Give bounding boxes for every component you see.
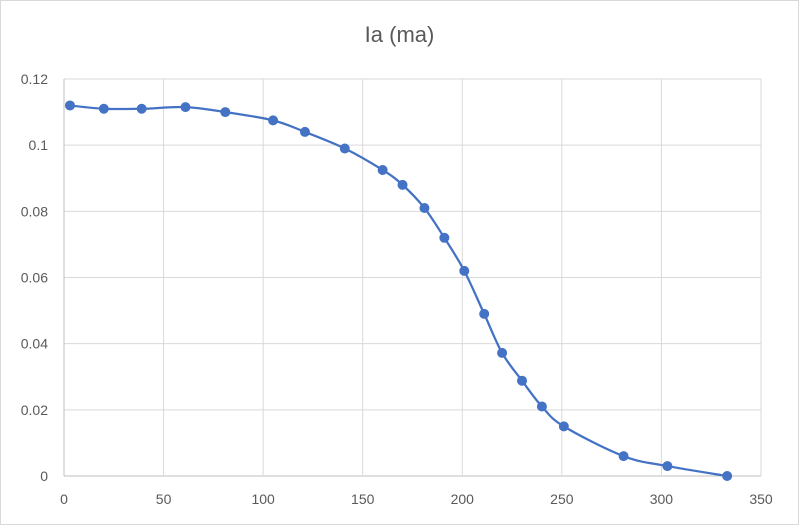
data-point	[618, 451, 629, 462]
data-point	[339, 143, 350, 154]
data-point	[136, 103, 147, 114]
y-tick-label: 0	[40, 468, 48, 484]
x-tick-label: 150	[351, 491, 375, 507]
x-tick-label: 250	[550, 491, 574, 507]
x-tick-label: 50	[156, 491, 172, 507]
x-tick-label: 350	[749, 491, 773, 507]
data-point	[419, 203, 430, 214]
data-point	[517, 375, 528, 386]
y-tick-label: 0.1	[29, 137, 49, 153]
data-point	[98, 103, 109, 114]
x-tick-label: 200	[451, 491, 475, 507]
data-point	[459, 265, 470, 276]
y-tick-label: 0.02	[21, 402, 48, 418]
x-tick-label: 0	[60, 491, 68, 507]
data-point	[64, 100, 75, 111]
data-point	[479, 308, 490, 319]
data-point	[180, 102, 191, 113]
series-line	[69, 104, 728, 478]
data-point	[397, 179, 408, 190]
y-tick-label: 0.12	[21, 71, 48, 87]
data-point	[497, 347, 508, 358]
data-point	[536, 401, 547, 412]
x-tick-label: 300	[650, 491, 674, 507]
x-tick-label: 100	[251, 491, 275, 507]
y-tick-label: 0.04	[21, 336, 48, 352]
data-point	[220, 107, 231, 118]
chart-title: Ia (ma)	[364, 22, 435, 47]
x-axis-tick-labels: 0 50 100 150 200 250 300 350	[60, 491, 773, 507]
data-point	[662, 461, 673, 472]
y-axis-tick-labels: 0 0.02 0.04 0.06 0.08 0.1 0.12	[21, 71, 48, 484]
data-point	[722, 471, 733, 481]
data-point	[299, 126, 310, 137]
y-tick-label: 0.06	[21, 270, 48, 286]
data-point	[377, 164, 388, 175]
series-markers	[64, 100, 733, 481]
gridlines	[63, 78, 762, 477]
data-point	[558, 421, 569, 432]
data-point	[268, 115, 279, 126]
y-tick-label: 0.08	[21, 203, 48, 219]
data-point	[439, 232, 450, 243]
